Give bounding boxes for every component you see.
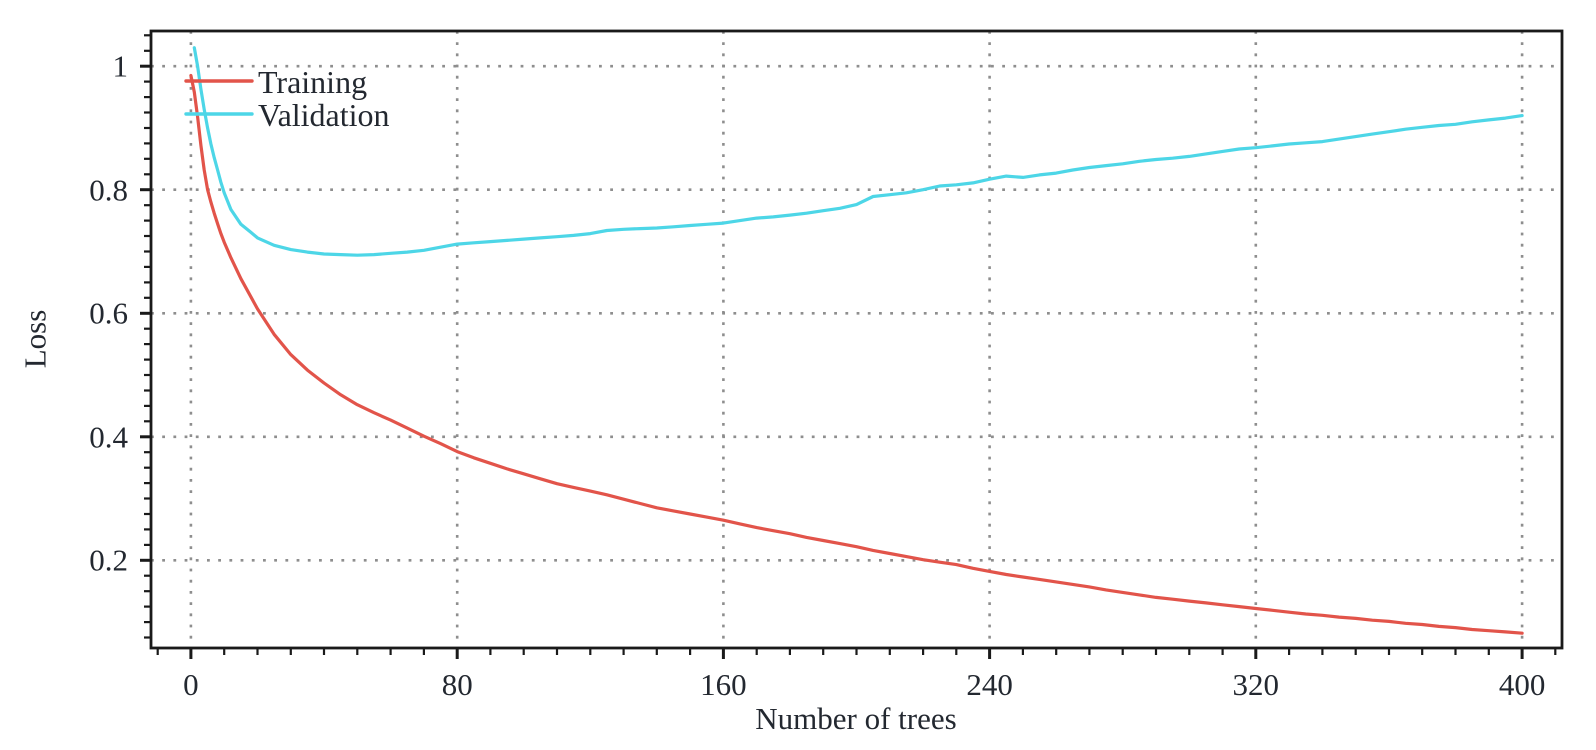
x-tick-label: 0 <box>183 667 199 702</box>
legend-label-validation: Validation <box>258 97 390 133</box>
y-tick-label: 0.8 <box>89 172 128 208</box>
y-tick-label: 1 <box>112 48 129 84</box>
y-axis-title: Loss <box>17 309 53 369</box>
x-tick-label: 400 <box>1498 667 1546 702</box>
validation-line <box>192 46 1524 257</box>
x-tick-label: 80 <box>441 667 473 702</box>
x-tick-label: 160 <box>700 667 747 702</box>
legend-label-training: Training <box>258 64 368 100</box>
y-tick-label: 0.2 <box>89 542 128 578</box>
x-tick-label: 240 <box>966 667 1013 702</box>
x-tick-label: 320 <box>1232 667 1280 702</box>
training-line <box>189 73 1524 635</box>
y-tick-label: 0.4 <box>89 419 128 455</box>
y-tick-label: 0.6 <box>89 295 128 331</box>
x-axis-title: Number of trees <box>755 701 957 736</box>
